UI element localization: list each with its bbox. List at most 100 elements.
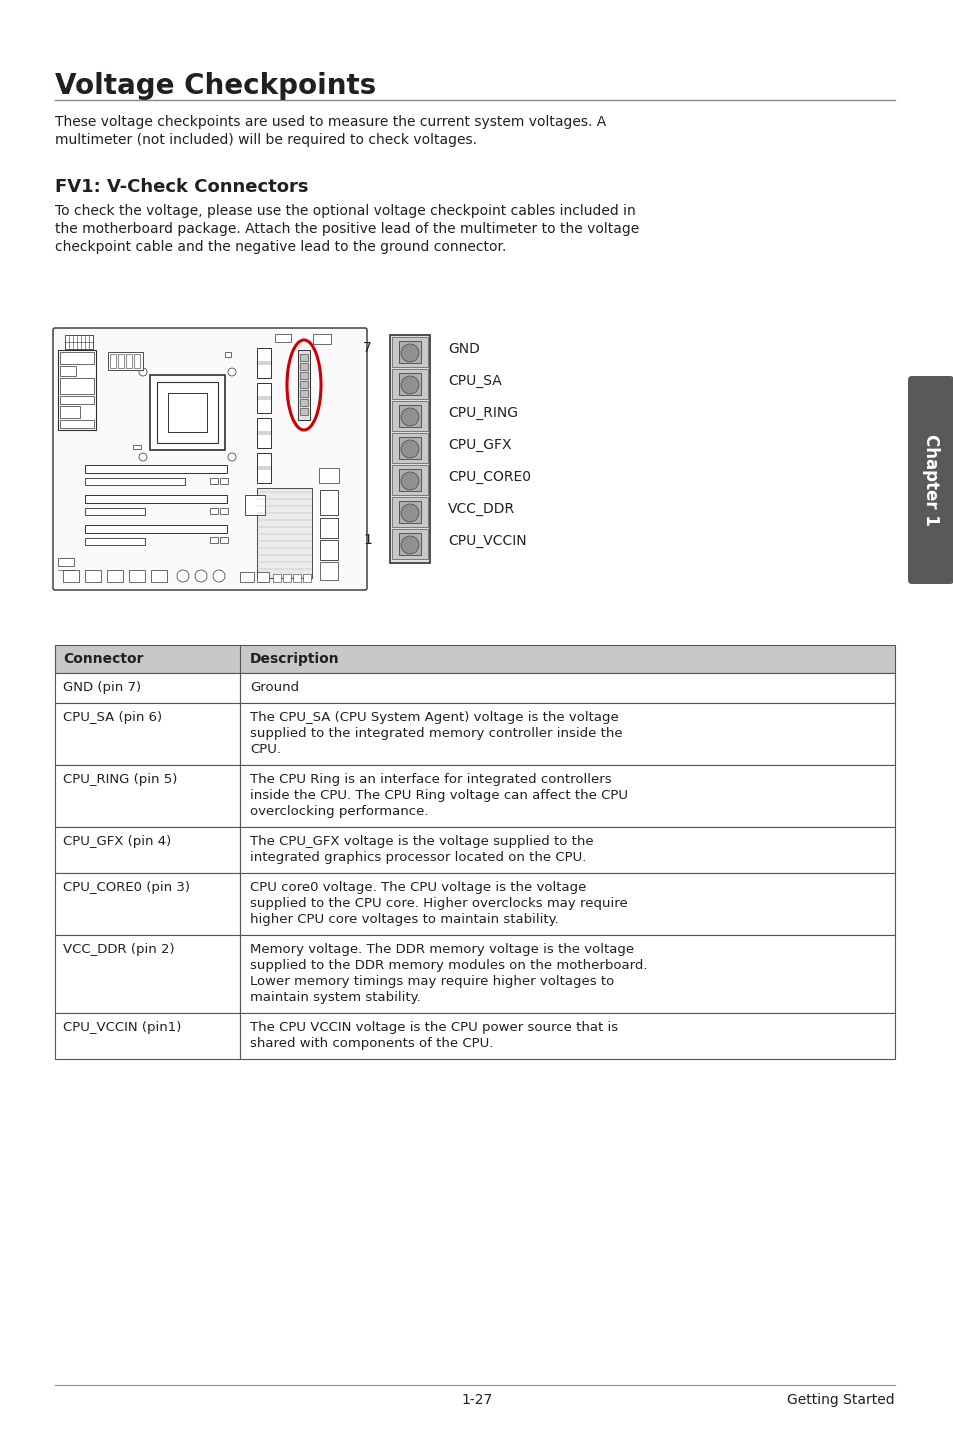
Bar (392, 337, 428, 367)
Bar (65, 335, 92, 349)
Bar (85, 538, 145, 546)
Bar (398, 405, 420, 427)
Bar (274, 334, 291, 342)
Text: supplied to the DDR memory modules on the motherboard.: supplied to the DDR memory modules on th… (250, 959, 647, 972)
Circle shape (213, 570, 225, 581)
Text: The CPU_GFX voltage is the voltage supplied to the: The CPU_GFX voltage is the voltage suppl… (250, 835, 593, 848)
Text: The CPU Ring is an interface for integrated controllers: The CPU Ring is an interface for integra… (250, 773, 611, 786)
Bar (319, 490, 337, 516)
Circle shape (400, 408, 418, 425)
Text: multimeter (not included) will be required to check voltages.: multimeter (not included) will be requir… (55, 133, 476, 147)
Circle shape (228, 453, 235, 461)
Bar (240, 703, 894, 765)
Bar (85, 495, 227, 503)
Bar (273, 574, 281, 581)
Bar (85, 526, 227, 533)
Text: overclocking performance.: overclocking performance. (250, 805, 428, 818)
Bar (210, 537, 218, 543)
Bar (303, 574, 311, 581)
Circle shape (400, 344, 418, 362)
Text: maintain system stability.: maintain system stability. (250, 991, 420, 1004)
Bar (318, 468, 338, 483)
Bar (299, 372, 308, 379)
Bar (220, 537, 228, 543)
Text: 1-27: 1-27 (461, 1393, 492, 1408)
Text: CPU_CORE0: CPU_CORE0 (448, 470, 531, 484)
Text: supplied to the CPU core. Higher overclocks may require: supplied to the CPU core. Higher overclo… (250, 896, 627, 909)
Text: higher CPU core voltages to maintain stability.: higher CPU core voltages to maintain sta… (250, 914, 558, 927)
Circle shape (400, 473, 418, 490)
Bar (398, 501, 420, 523)
Circle shape (139, 368, 147, 377)
Bar (398, 437, 420, 460)
Bar (107, 570, 123, 581)
Bar (85, 478, 185, 485)
Bar (240, 673, 894, 703)
Text: Description: Description (250, 652, 339, 666)
Bar (58, 349, 96, 430)
Bar (55, 874, 240, 935)
Bar (151, 570, 167, 581)
Bar (398, 533, 420, 556)
Bar (60, 407, 80, 418)
Bar (256, 348, 271, 378)
Bar (392, 528, 428, 558)
Bar (220, 508, 228, 514)
Bar (390, 335, 430, 563)
Circle shape (139, 453, 147, 461)
Bar (245, 495, 265, 516)
Bar (110, 354, 116, 368)
Text: GND (pin 7): GND (pin 7) (63, 682, 141, 695)
Text: Voltage Checkpoints: Voltage Checkpoints (55, 72, 375, 100)
FancyBboxPatch shape (907, 377, 953, 584)
Bar (60, 367, 76, 377)
Bar (240, 874, 894, 935)
Text: CPU core0 voltage. The CPU voltage is the voltage: CPU core0 voltage. The CPU voltage is th… (250, 881, 586, 894)
Text: inside the CPU. The CPU Ring voltage can affect the CPU: inside the CPU. The CPU Ring voltage can… (250, 789, 627, 802)
Text: These voltage checkpoints are used to measure the current system voltages. A: These voltage checkpoints are used to me… (55, 115, 605, 129)
Bar (299, 390, 308, 397)
Text: CPU_SA (pin 6): CPU_SA (pin 6) (63, 712, 162, 725)
Bar (398, 341, 420, 362)
Bar (392, 432, 428, 463)
Circle shape (400, 504, 418, 523)
Bar (256, 488, 312, 579)
Bar (60, 352, 94, 364)
Bar (283, 574, 291, 581)
Bar (299, 362, 308, 369)
Bar (60, 420, 94, 428)
Bar (118, 354, 124, 368)
Bar (225, 352, 231, 357)
Text: Chapter 1: Chapter 1 (921, 434, 939, 526)
Bar (240, 935, 894, 1012)
Bar (392, 369, 428, 400)
Circle shape (194, 570, 207, 581)
Text: CPU_RING (pin 5): CPU_RING (pin 5) (63, 773, 177, 786)
Text: VCC_DDR: VCC_DDR (448, 503, 515, 516)
Bar (157, 382, 218, 442)
Bar (392, 465, 428, 495)
Text: supplied to the integrated memory controller inside the: supplied to the integrated memory contro… (250, 727, 622, 740)
Bar (85, 570, 101, 581)
Bar (240, 571, 253, 581)
Text: Connector: Connector (63, 652, 143, 666)
Circle shape (400, 536, 418, 554)
Bar (240, 1012, 894, 1060)
Bar (129, 570, 145, 581)
Text: Ground: Ground (250, 682, 299, 695)
Text: the motherboard package. Attach the positive lead of the multimeter to the volta: the motherboard package. Attach the posi… (55, 222, 639, 236)
Bar (293, 574, 301, 581)
Bar (392, 497, 428, 527)
Bar (108, 352, 143, 369)
Bar (55, 935, 240, 1012)
Text: shared with components of the CPU.: shared with components of the CPU. (250, 1037, 493, 1050)
Bar (297, 349, 310, 420)
Text: FV1: V-Check Connectors: FV1: V-Check Connectors (55, 178, 308, 196)
Bar (133, 354, 140, 368)
Text: 7: 7 (363, 341, 372, 355)
Bar (240, 765, 894, 828)
Bar (55, 644, 894, 673)
Bar (398, 372, 420, 395)
Bar (240, 828, 894, 874)
Bar (398, 470, 420, 491)
